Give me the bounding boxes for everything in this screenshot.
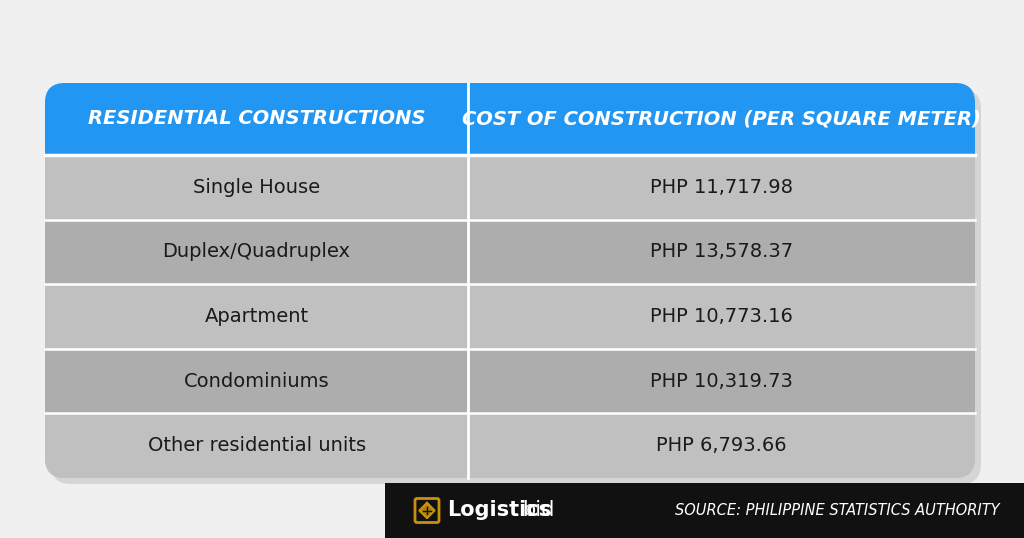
Text: PHP 10,319.73: PHP 10,319.73 [650, 372, 793, 391]
Bar [45, 155, 975, 220]
Text: PHP 10,773.16: PHP 10,773.16 [650, 307, 793, 326]
Text: bid: bid [522, 500, 554, 520]
Text: COST OF CONSTRUCTION (PER SQUARE METER): COST OF CONSTRUCTION (PER SQUARE METER) [462, 110, 981, 129]
Bar [45, 220, 975, 284]
Text: Duplex/Quadruplex: Duplex/Quadruplex [163, 243, 350, 261]
FancyBboxPatch shape [45, 83, 975, 478]
Polygon shape [420, 503, 434, 518]
Bar [45, 349, 975, 413]
Text: Logistics: Logistics [447, 500, 551, 520]
FancyBboxPatch shape [51, 89, 981, 484]
FancyBboxPatch shape [45, 83, 975, 155]
FancyBboxPatch shape [45, 413, 975, 478]
Text: Other residential units: Other residential units [147, 436, 366, 455]
Text: Condominiums: Condominiums [183, 372, 330, 391]
Text: SOURCE: PHILIPPINE STATISTICS AUTHORITY: SOURCE: PHILIPPINE STATISTICS AUTHORITY [675, 503, 999, 518]
Bar [45, 284, 975, 349]
Text: PHP 13,578.37: PHP 13,578.37 [650, 243, 794, 261]
Text: RESIDENTIAL CONSTRUCTIONS: RESIDENTIAL CONSTRUCTIONS [88, 110, 425, 129]
Text: PHP 11,717.98: PHP 11,717.98 [650, 178, 793, 197]
Text: PHP 6,793.66: PHP 6,793.66 [656, 436, 786, 455]
Bar [45, 135, 975, 155]
Text: Single House: Single House [193, 178, 321, 197]
Text: Apartment: Apartment [205, 307, 308, 326]
Bar [45, 413, 975, 458]
Bar [385, 483, 1024, 538]
